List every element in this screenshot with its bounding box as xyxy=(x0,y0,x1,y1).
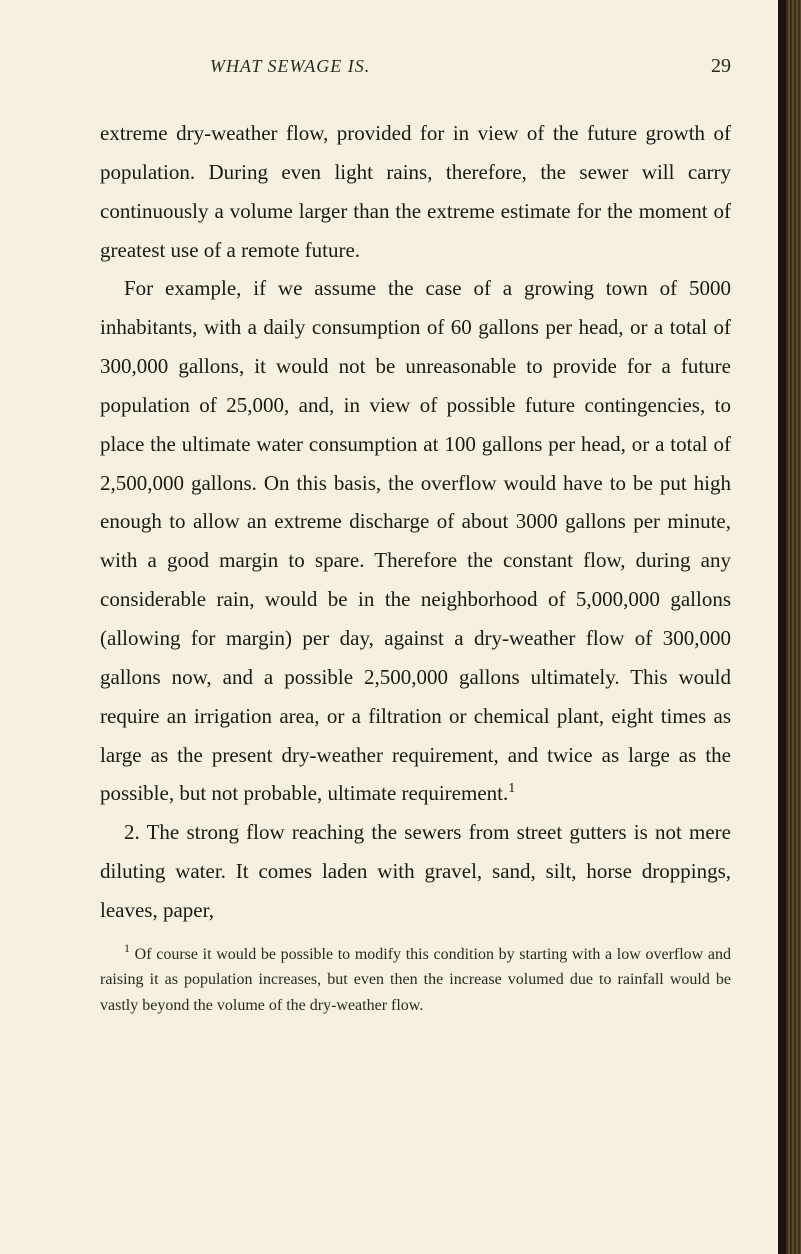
body-text: extreme dry-weather flow, provided for i… xyxy=(100,114,731,930)
paragraph-3: 2. The strong flow reaching the sewers f… xyxy=(100,813,731,930)
page-header: WHAT SEWAGE IS. 29 xyxy=(100,55,731,78)
page-number: 29 xyxy=(533,55,731,78)
paragraph-2: For example, if we assume the case of a … xyxy=(100,269,731,813)
paragraph-1: extreme dry-weather flow, provided for i… xyxy=(100,114,731,269)
paragraph-2-text: For example, if we assume the case of a … xyxy=(100,276,731,805)
footnote-text: Of course it would be possible to modify… xyxy=(100,946,731,1014)
footnote-number: 1 xyxy=(100,941,130,955)
book-spine xyxy=(778,0,801,1254)
footnote-ref-1: 1 xyxy=(508,781,515,796)
document-page: WHAT SEWAGE IS. 29 extreme dry-weather f… xyxy=(0,0,801,1075)
footnote-1: 1 Of course it would be possible to modi… xyxy=(100,942,731,1019)
running-title: WHAT SEWAGE IS. xyxy=(210,56,370,77)
